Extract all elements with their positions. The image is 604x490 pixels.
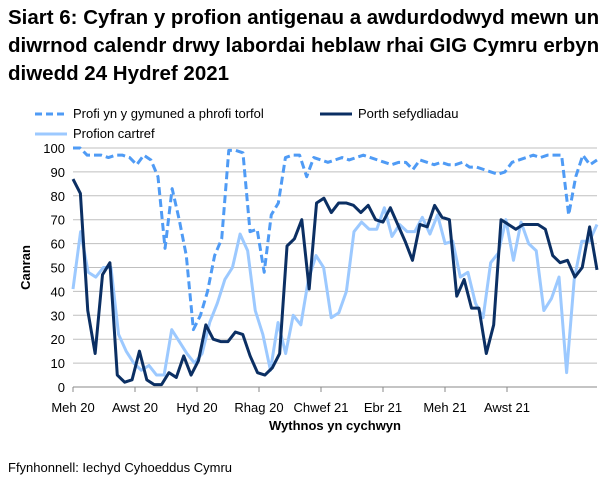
- y-tick-label: 90: [51, 165, 65, 180]
- y-tick-label: 10: [51, 356, 65, 371]
- y-tick-label: 60: [51, 237, 65, 252]
- series-line-1: [71, 178, 599, 387]
- series-line-0: [73, 146, 598, 332]
- y-tick-label: 20: [51, 332, 65, 347]
- source-note: Ffynhonnell: Iechyd Cyhoeddus Cymru: [8, 460, 233, 475]
- x-tick-label: Awst 20: [112, 400, 158, 415]
- x-tick-label: Meh 20: [51, 400, 94, 415]
- series-line-2: [71, 206, 599, 377]
- legend-label: Profi yn y gymuned a phrofi torfol: [73, 106, 264, 121]
- y-tick-label: 70: [51, 213, 65, 228]
- x-tick-label: Ebr 21: [364, 400, 402, 415]
- chart-title: Siart 6: Cyfran y profion antigenau a aw…: [8, 6, 600, 85]
- x-tick-label: Awst 21: [484, 400, 530, 415]
- y-tick-label: 100: [43, 141, 65, 156]
- x-axis-title: Wythnos yn cychwyn: [269, 418, 401, 433]
- y-tick-label: 80: [51, 189, 65, 204]
- legend-label: Profion cartref: [73, 126, 155, 141]
- legend-label: Porth sefydliadau: [358, 106, 458, 121]
- y-tick-label: 0: [58, 380, 65, 395]
- x-tick-label: Chwef 21: [294, 400, 349, 415]
- x-tick-label: Hyd 20: [176, 400, 217, 415]
- y-tick-label: 30: [51, 308, 65, 323]
- y-tick-label: 40: [51, 284, 65, 299]
- x-tick-label: Meh 21: [423, 400, 466, 415]
- x-tick-label: Rhag 20: [234, 400, 283, 415]
- y-axis-title: Canran: [18, 245, 33, 290]
- y-tick-label: 50: [51, 261, 65, 276]
